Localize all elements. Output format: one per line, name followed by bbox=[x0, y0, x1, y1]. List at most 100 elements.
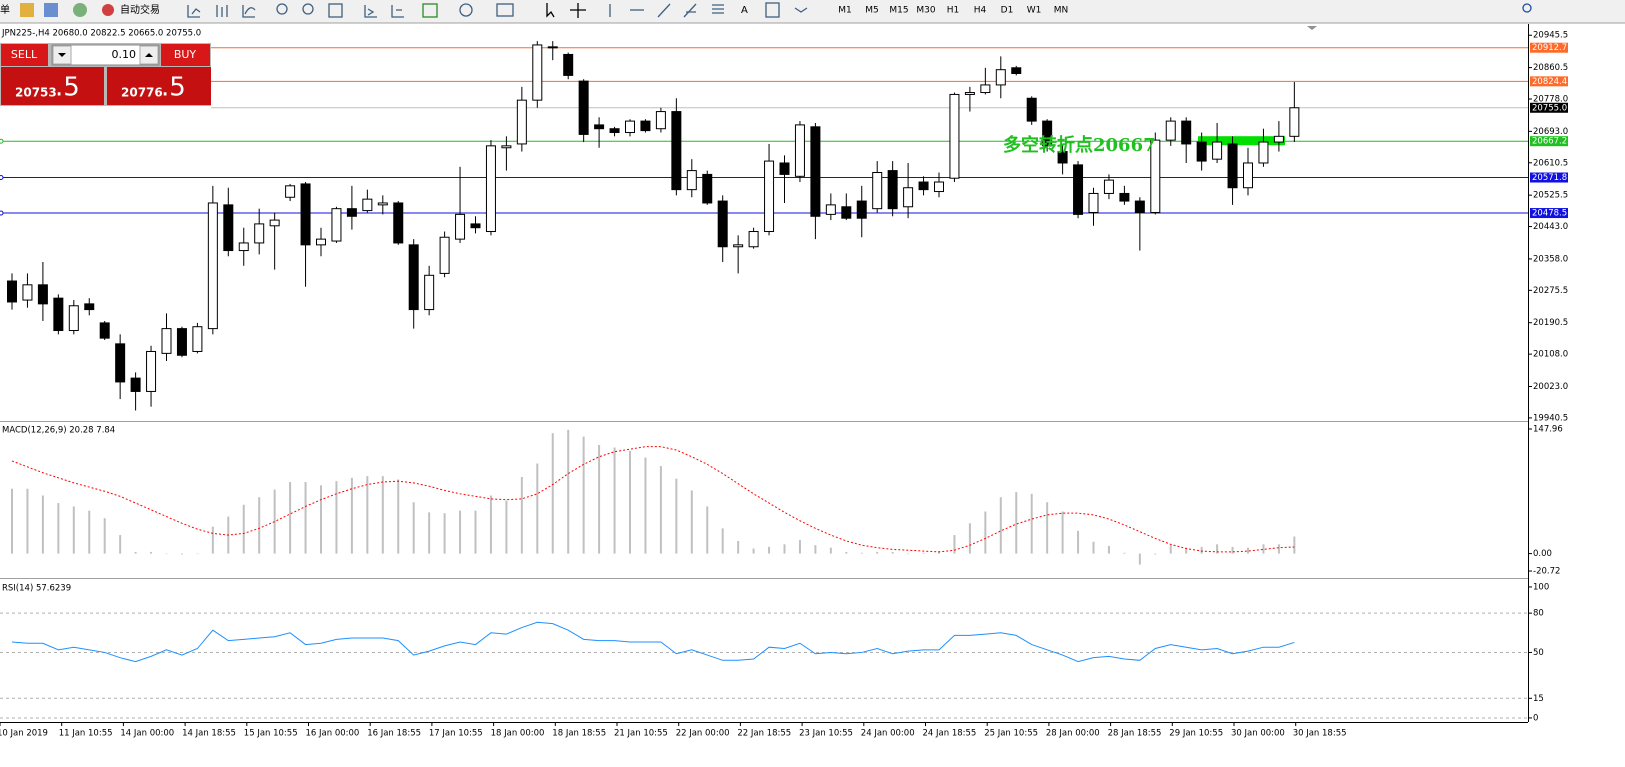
label-icon[interactable] bbox=[765, 2, 780, 18]
level-handle[interactable] bbox=[0, 210, 4, 216]
macd-bar bbox=[26, 488, 29, 554]
macd-bar bbox=[381, 476, 384, 554]
bid-fraction[interactable]: .5 bbox=[55, 73, 80, 103]
timeframe[interactable]: MN bbox=[1054, 6, 1069, 16]
y-tick-label: 20525.5 bbox=[1533, 191, 1568, 201]
y-tick-label: 0.00 bbox=[1533, 549, 1552, 559]
macd-bar bbox=[798, 540, 801, 554]
x-tick-label: 29 Jan 10:55 bbox=[1169, 729, 1223, 739]
macd-bar bbox=[320, 485, 322, 554]
lot-value[interactable]: 0.10 bbox=[112, 48, 137, 61]
lot-input[interactable] bbox=[51, 44, 160, 66]
candle-body bbox=[1196, 141, 1207, 162]
ask-box[interactable] bbox=[107, 67, 211, 105]
icon[interactable] bbox=[422, 3, 438, 18]
macd-bar bbox=[721, 528, 724, 554]
trend-icon[interactable] bbox=[657, 3, 671, 18]
level-handle[interactable] bbox=[0, 138, 4, 144]
toolbar: 单 自动交易 A bbox=[0, 2, 1532, 18]
macd-bar bbox=[366, 476, 369, 554]
macd-bar bbox=[1123, 552, 1126, 554]
icon[interactable] bbox=[364, 5, 377, 18]
fibo-icon[interactable] bbox=[712, 4, 724, 14]
macd-bar bbox=[289, 482, 292, 554]
sell-label[interactable]: SELL bbox=[11, 48, 38, 61]
macd-bar bbox=[829, 547, 832, 554]
candle-body bbox=[949, 93, 960, 179]
candle-body bbox=[594, 124, 605, 130]
bid-box[interactable] bbox=[1, 67, 104, 105]
x-tick-label: 16 Jan 00:00 bbox=[306, 729, 360, 739]
auto-trading[interactable]: 自动交易 bbox=[120, 3, 160, 16]
macd-bar bbox=[1216, 544, 1219, 554]
candle-body bbox=[130, 377, 141, 392]
timeframe[interactable]: M15 bbox=[889, 6, 908, 16]
macd-bar bbox=[1293, 536, 1296, 554]
buy-label[interactable]: BUY bbox=[174, 48, 197, 61]
candle-body bbox=[68, 305, 79, 332]
crosshair-icon[interactable] bbox=[570, 3, 586, 18]
x-tick-label: 22 Jan 18:55 bbox=[737, 729, 791, 739]
candle-body bbox=[532, 44, 543, 101]
candle-body bbox=[516, 99, 527, 145]
shift-marker bbox=[1307, 26, 1317, 30]
arrows-icon[interactable] bbox=[794, 7, 808, 13]
icon[interactable] bbox=[73, 3, 87, 17]
candle-body bbox=[501, 145, 512, 149]
timeframe[interactable]: W1 bbox=[1027, 6, 1042, 16]
candle-body bbox=[53, 297, 64, 332]
timeframe[interactable]: H1 bbox=[947, 6, 960, 16]
icon[interactable] bbox=[459, 3, 473, 17]
y-tick-label: 20945.5 bbox=[1533, 31, 1568, 41]
macd-bar bbox=[1231, 546, 1234, 554]
channel-icon[interactable] bbox=[683, 3, 697, 18]
macd-bar bbox=[953, 535, 956, 554]
ask-price[interactable]: 20776 bbox=[121, 86, 163, 100]
timeframe[interactable]: M5 bbox=[865, 6, 879, 16]
buy-button[interactable] bbox=[161, 44, 210, 66]
level-label-bg bbox=[1530, 102, 1568, 113]
candle-body bbox=[625, 120, 635, 134]
candle-body bbox=[655, 111, 666, 130]
icon[interactable] bbox=[20, 3, 34, 17]
icon[interactable] bbox=[187, 5, 201, 18]
level-handle[interactable] bbox=[0, 175, 4, 181]
candle-body bbox=[887, 170, 898, 210]
icon[interactable] bbox=[276, 3, 288, 15]
icon[interactable] bbox=[328, 3, 343, 18]
candle-body bbox=[192, 326, 203, 352]
candle-body bbox=[485, 145, 496, 233]
macd-bar bbox=[412, 502, 415, 554]
icon[interactable] bbox=[216, 5, 228, 17]
y-tick-label: 20860.5 bbox=[1533, 63, 1568, 73]
macd-bar bbox=[690, 490, 693, 554]
candle-body bbox=[980, 84, 991, 94]
y-tick-label: 20108.0 bbox=[1533, 350, 1568, 360]
icon[interactable] bbox=[302, 3, 314, 15]
bid-price[interactable]: 20753 bbox=[15, 86, 57, 100]
cursor-icon[interactable] bbox=[546, 3, 555, 18]
icon[interactable] bbox=[44, 3, 58, 17]
icon[interactable] bbox=[391, 5, 404, 18]
icon[interactable] bbox=[242, 5, 256, 18]
candle-body bbox=[1026, 97, 1037, 122]
text-tool[interactable]: A bbox=[741, 5, 748, 16]
icon[interactable] bbox=[496, 3, 514, 17]
candle-body bbox=[702, 173, 713, 204]
timeframe[interactable]: D1 bbox=[1001, 6, 1014, 16]
candle-body bbox=[1150, 139, 1161, 213]
macd-bar bbox=[783, 544, 786, 554]
ask-fraction[interactable]: .5 bbox=[161, 73, 186, 103]
timeframe[interactable]: M1 bbox=[838, 6, 852, 16]
sell-button[interactable] bbox=[1, 44, 48, 66]
candle-body bbox=[316, 238, 326, 246]
macd-bar bbox=[1277, 544, 1280, 554]
macd-bar bbox=[1185, 547, 1188, 554]
macd-bar bbox=[968, 523, 971, 554]
macd-bar bbox=[258, 497, 261, 554]
search-icon[interactable] bbox=[1522, 3, 1532, 13]
macd-bar bbox=[88, 510, 91, 554]
timeframe[interactable]: M30 bbox=[916, 6, 935, 16]
timeframe[interactable]: H4 bbox=[974, 6, 987, 16]
auto-trading-icon[interactable] bbox=[102, 4, 114, 16]
